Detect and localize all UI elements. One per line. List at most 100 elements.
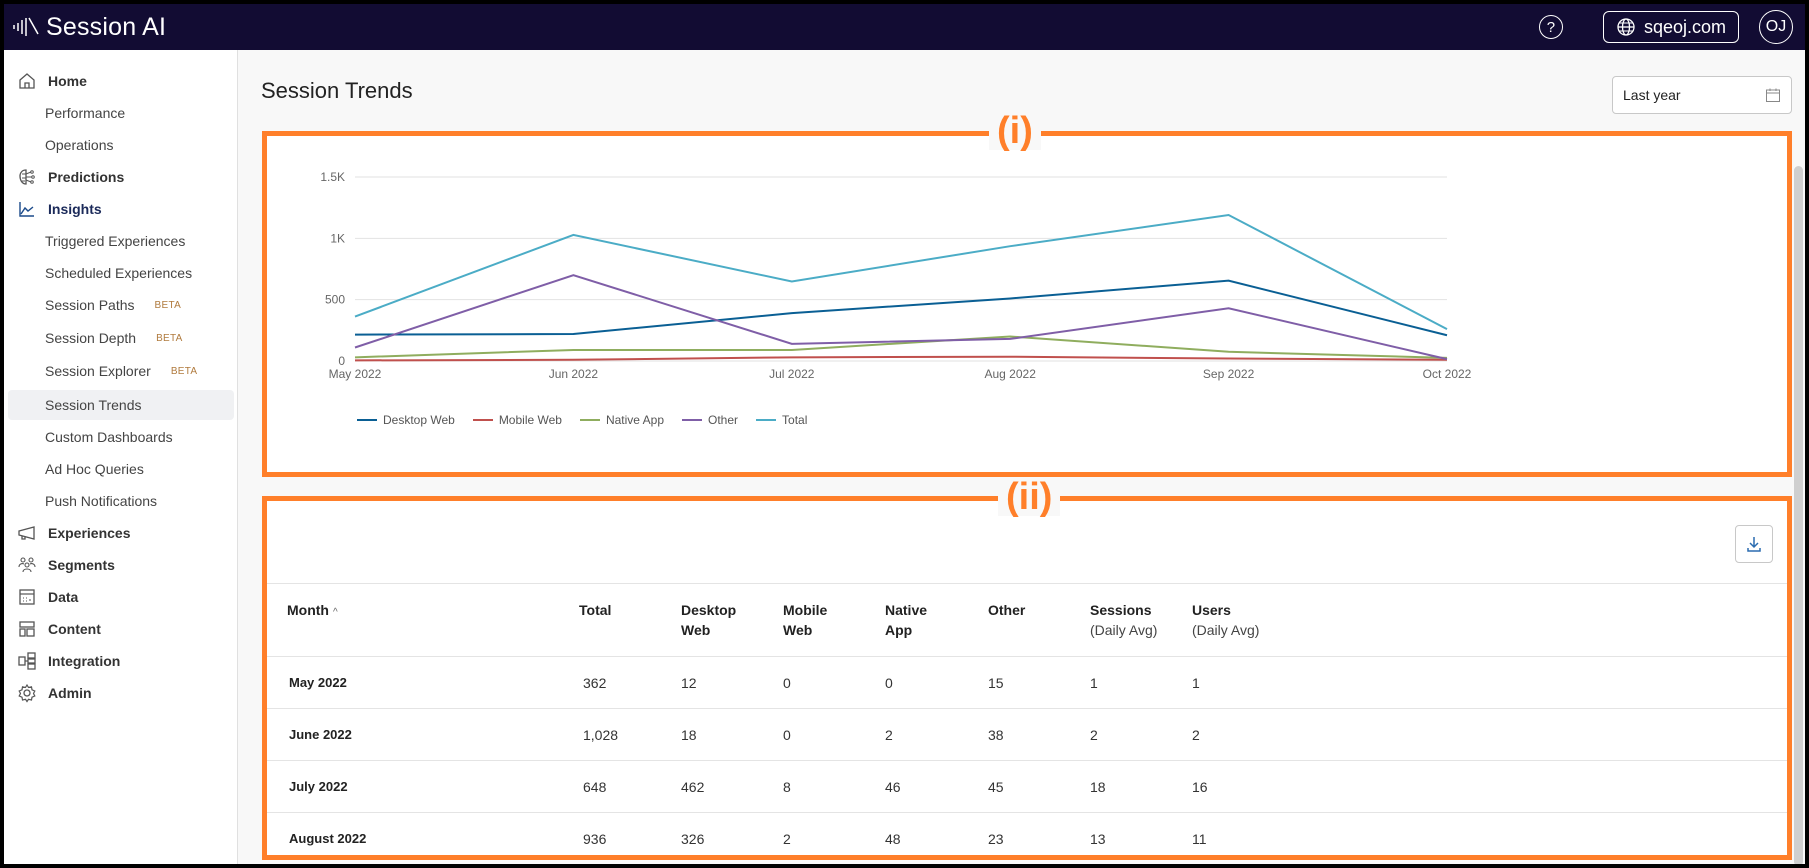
sidebar-item-label: Operations (45, 137, 114, 153)
sidebar-item-label: Content (48, 621, 101, 637)
y-tick-label: 1K (330, 231, 345, 245)
line-chart-icon (16, 198, 38, 220)
column-header-total[interactable]: Total (579, 602, 612, 618)
series-line-total[interactable] (354, 213, 1448, 330)
value-cell: 38 (988, 727, 1004, 743)
top-bar: Session AI ? sqeoj.com OJ (4, 4, 1805, 50)
sidebar-item-experiences[interactable]: Experiences (8, 518, 234, 548)
domain-label: sqeoj.com (1643, 16, 1726, 37)
download-button[interactable] (1735, 525, 1773, 563)
trend-chart-panel: 0 500 1K 1.5K May 2022 Jun 2022 Jul 2022 Aug 20… (262, 131, 1792, 477)
column-header-native-app[interactable]: Native App (885, 602, 928, 638)
sidebar-item-push-notifications[interactable]: Push Notifications (8, 486, 234, 516)
value-cell: 15 (988, 675, 1004, 691)
chart-legend: Desktop Web Mobile Web Native App Other Tota… (357, 413, 807, 427)
sidebar-item-performance[interactable]: Performance (8, 98, 234, 128)
sidebar-item-session-depth[interactable]: Session Depth BETA (8, 323, 234, 353)
sidebar-item-predictions[interactable]: Predictions (8, 162, 234, 192)
value-cell: 16 (1192, 779, 1208, 795)
legend-label: Native App (605, 413, 664, 427)
sidebar-item-operations[interactable]: Operations (8, 130, 234, 160)
sidebar-item-segments[interactable]: Segments (8, 550, 234, 580)
sort-ascending-icon[interactable]: ^ (332, 607, 338, 618)
value-cell: 326 (681, 831, 705, 847)
column-header-other[interactable]: Other (988, 602, 1026, 618)
download-icon (1747, 537, 1761, 552)
x-tick-label: May 2022 (329, 367, 382, 381)
y-tick-label: 1.5K (320, 170, 345, 184)
gear-icon (16, 682, 38, 704)
sidebar-item-admin[interactable]: Admin (8, 678, 234, 708)
legend-item-total[interactable]: Total (756, 413, 807, 427)
sidebar-item-session-paths[interactable]: Session Paths BETA (8, 290, 234, 320)
column-header-month[interactable]: Month ^ (287, 602, 338, 618)
legend-swatch (682, 418, 702, 422)
table-header: Month ^ Total Desktop Web Mobile Web Native… (267, 583, 1787, 657)
user-avatar[interactable]: OJ (1759, 10, 1793, 44)
series-line-native-app[interactable] (354, 335, 1448, 359)
integration-icon (16, 650, 38, 672)
waveform-logo-icon (13, 17, 39, 36)
table-row[interactable]: May 2022 362 12 0 0 15 1 1 (267, 657, 1787, 709)
table-body: May 2022 362 12 0 0 15 1 1 June 2022 1,028 18 0 2 38 2… (267, 657, 1787, 864)
main-scrollbar[interactable] (1793, 50, 1805, 864)
users-icon (16, 554, 38, 576)
sidebar-item-scheduled-experiences[interactable]: Scheduled Experiences (8, 258, 234, 288)
sidebar-item-content[interactable]: Content (8, 614, 234, 644)
app-logo[interactable]: Session AI (12, 13, 166, 42)
sidebar-item-label: Performance (45, 105, 126, 121)
sidebar-item-home[interactable]: Home (8, 66, 234, 96)
sidebar-item-ad-hoc-queries[interactable]: Ad Hoc Queries (8, 454, 234, 484)
sidebar-item-integration[interactable]: Integration (8, 646, 234, 676)
value-cell: 0 (885, 675, 893, 691)
table-row[interactable]: June 2022 1,028 18 0 2 38 2 2 (267, 709, 1787, 761)
x-tick-label: Aug 2022 (985, 367, 1037, 381)
month-cell: August 2022 (289, 831, 367, 846)
value-cell: 12 (681, 675, 697, 691)
column-header-mobile-web[interactable]: Mobile Web (783, 602, 828, 638)
x-tick-label: Jun 2022 (549, 367, 599, 381)
date-range-value: Last year (1623, 87, 1681, 103)
sidebar-item-data[interactable]: Data (8, 582, 234, 612)
column-header-desktop-web[interactable]: Desktop Web (681, 602, 737, 638)
sidebar-item-label: Triggered Experiences (45, 233, 186, 249)
value-cell: 1 (1090, 675, 1098, 691)
sidebar-item-label: Session Paths (45, 297, 135, 313)
table-row[interactable]: August 2022 936 326 2 48 23 13 11 (267, 813, 1787, 864)
trend-table-panel: Month ^ Total Desktop Web Mobile Web Native… (262, 496, 1792, 860)
help-icon[interactable]: ? (1538, 15, 1563, 39)
series-line-mobile-web[interactable] (354, 355, 1448, 362)
column-header-sessions[interactable]: Sessions (Daily Avg) (1090, 602, 1158, 638)
beta-badge: BETA (156, 332, 183, 344)
sidebar-item-triggered-experiences[interactable]: Triggered Experiences (8, 226, 234, 256)
legend-label: Other (708, 413, 739, 427)
legend-swatch (756, 418, 777, 422)
legend-label: Desktop Web (383, 413, 455, 427)
legend-item-mobile-web[interactable]: Mobile Web (472, 413, 562, 427)
date-range-picker[interactable]: Last year (1612, 76, 1792, 114)
table-row[interactable]: July 2022 648 462 8 46 45 18 16 (267, 761, 1787, 813)
value-cell: 1,028 (583, 727, 619, 743)
series-line-desktop-web[interactable] (354, 279, 1448, 337)
legend-item-native-app[interactable]: Native App (579, 413, 664, 427)
value-cell: 2 (885, 727, 893, 743)
sidebar-item-label: Data (48, 589, 79, 605)
scrollbar-thumb[interactable] (1794, 166, 1803, 864)
legend-swatch (357, 418, 377, 422)
sidebar-item-session-explorer[interactable]: Session Explorer BETA (8, 356, 234, 386)
value-cell: 46 (885, 779, 901, 795)
value-cell: 936 (583, 831, 607, 847)
series-line-other[interactable] (354, 274, 1448, 361)
beta-badge: BETA (170, 365, 198, 377)
megaphone-icon (16, 522, 38, 544)
sidebar-item-insights[interactable]: Insights (8, 194, 234, 224)
value-cell: 23 (988, 831, 1004, 847)
sidebar-item-label: Session Explorer (45, 363, 151, 379)
sidebar-item-custom-dashboards[interactable]: Custom Dashboards (8, 422, 234, 452)
legend-item-other[interactable]: Other (682, 413, 738, 427)
sidebar-item-label: Home (48, 73, 87, 89)
domain-selector-button[interactable]: sqeoj.com (1602, 11, 1739, 43)
column-header-users[interactable]: Users (Daily Avg) (1192, 602, 1260, 638)
sidebar-item-session-trends[interactable]: Session Trends (8, 390, 234, 420)
legend-item-desktop-web[interactable]: Desktop Web (357, 413, 455, 427)
